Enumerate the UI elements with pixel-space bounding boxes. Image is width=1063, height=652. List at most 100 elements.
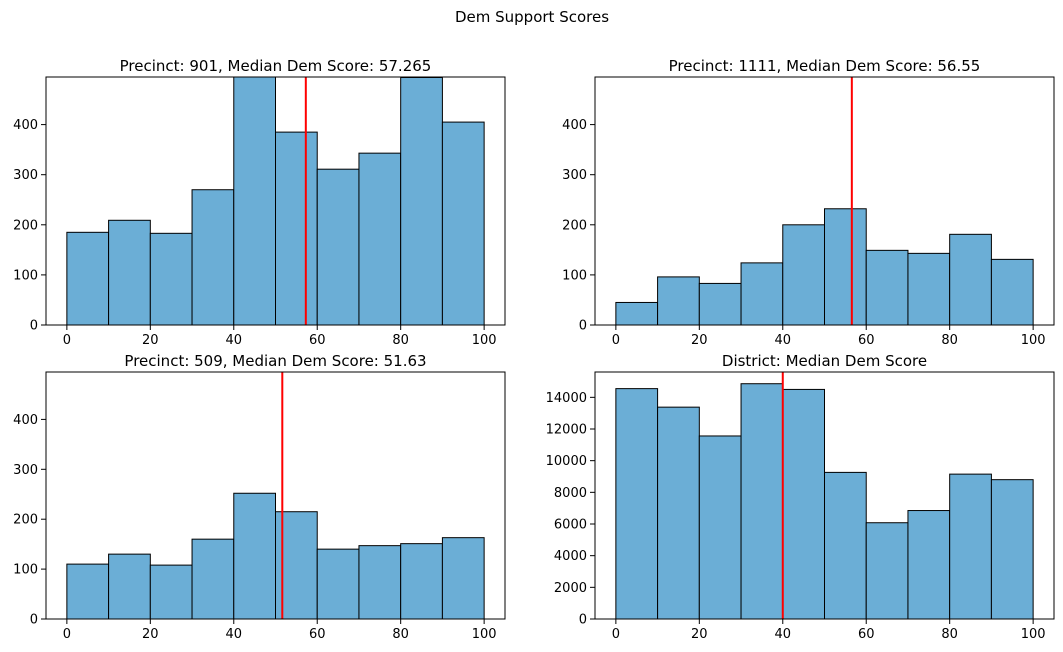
axes-frame xyxy=(594,371,1055,620)
histogram-bar xyxy=(824,471,867,619)
axes-frame xyxy=(594,76,1055,326)
subplot-3: 0 20 40 60 80 100 0 100 200 300 400 Precinct: 509, … xyxy=(13,352,506,642)
y-tick-label: 200 xyxy=(562,218,587,233)
histogram-bar xyxy=(108,219,151,325)
histogram-bar xyxy=(441,537,485,619)
histogram-bar xyxy=(191,189,235,325)
histogram-bar xyxy=(441,121,485,325)
x-tick-label: 100 xyxy=(1021,627,1046,642)
bars-group xyxy=(66,372,485,619)
x-tick-label: 60 xyxy=(858,333,875,348)
x-tick-label: 60 xyxy=(309,627,326,642)
bars-group xyxy=(66,77,485,325)
x-tick-label: 80 xyxy=(392,627,409,642)
x-tick-label: 0 xyxy=(612,627,620,642)
histogram-bar xyxy=(358,545,402,619)
y-tick-label: 100 xyxy=(13,563,38,578)
bars-group xyxy=(615,77,1034,325)
subplot-2: 0 20 40 60 80 100 0 100 200 300 400 Precinct: 1111,… xyxy=(562,57,1055,348)
subplot-4: 0 20 40 60 80 100 0 2000 4000 6000 8000 10000 12000 1… xyxy=(546,352,1055,642)
y-tick-label: 100 xyxy=(13,268,38,283)
histogram-bar xyxy=(66,231,110,325)
x-tick-label: 80 xyxy=(941,627,958,642)
histogram-bar xyxy=(990,258,1034,325)
x-tick-label: 60 xyxy=(858,627,875,642)
y-tick-label: 6000 xyxy=(554,518,587,533)
subplot-title: District: Median Dem Score xyxy=(722,352,927,370)
histogram-bar xyxy=(316,548,360,619)
x-tick-label: 20 xyxy=(142,333,159,348)
y-tick-label: 400 xyxy=(13,118,38,133)
y-tick-label: 0 xyxy=(30,613,38,628)
histogram-bar xyxy=(275,131,318,325)
histogram-bar xyxy=(990,479,1034,619)
y-tick-label: 0 xyxy=(579,319,587,334)
figure-title: Dem Support Scores xyxy=(455,8,609,26)
y-tick-label: 300 xyxy=(13,463,38,478)
subplot-title: Precinct: 1111, Median Dem Score: 56.55 xyxy=(669,57,981,75)
x-tick-label: 40 xyxy=(225,627,242,642)
histogram-bar xyxy=(400,77,443,325)
x-tick-label: 100 xyxy=(472,627,497,642)
subplot-title: Precinct: 901, Median Dem Score: 57.265 xyxy=(120,57,432,75)
subplot-title: Precinct: 509, Median Dem Score: 51.63 xyxy=(124,352,426,370)
x-tick-label: 0 xyxy=(612,333,620,348)
histogram-bar xyxy=(907,252,951,325)
x-tick-label: 20 xyxy=(142,627,159,642)
histogram-bar xyxy=(657,276,700,325)
histogram-bar xyxy=(615,301,659,325)
y-tick-label: 200 xyxy=(13,218,38,233)
histogram-bar xyxy=(657,406,700,619)
y-tick-label: 0 xyxy=(30,319,38,334)
x-tick-label: 0 xyxy=(63,627,71,642)
y-tick-label: 4000 xyxy=(554,549,587,564)
y-tick-label: 12000 xyxy=(546,423,587,438)
histogram-bar xyxy=(316,168,360,325)
histogram-bar xyxy=(233,77,276,325)
x-tick-label: 0 xyxy=(63,333,71,348)
axes-frame xyxy=(45,371,506,620)
x-tick-label: 20 xyxy=(691,627,708,642)
y-tick-label: 10000 xyxy=(546,454,587,469)
histogram-bar xyxy=(865,522,909,619)
histogram-bar xyxy=(191,538,235,619)
x-tick-label: 80 xyxy=(392,333,409,348)
histogram-bar xyxy=(740,262,784,325)
x-tick-label: 80 xyxy=(941,333,958,348)
y-tick-label: 0 xyxy=(579,613,587,628)
subplot-1: 0 20 40 60 80 100 0 100 200 300 400 Precinct: 901, … xyxy=(13,57,506,348)
histogram-bar xyxy=(865,249,909,325)
x-tick-label: 100 xyxy=(472,333,497,348)
histogram-bar xyxy=(949,473,992,619)
axes-frame xyxy=(45,76,506,326)
y-tick-label: 8000 xyxy=(554,486,587,501)
histogram-bar xyxy=(66,563,110,619)
histogram-bar xyxy=(740,383,784,619)
y-tick-label: 100 xyxy=(562,268,587,283)
y-tick-label: 200 xyxy=(13,513,38,528)
histogram-bar xyxy=(949,233,992,325)
histogram-bar xyxy=(149,564,193,619)
histogram-bar xyxy=(698,435,742,619)
histogram-bar xyxy=(615,388,659,619)
bars-group xyxy=(615,372,1034,619)
y-tick-label: 14000 xyxy=(546,391,587,406)
x-tick-label: 20 xyxy=(691,333,708,348)
histogram-bar xyxy=(907,510,951,619)
y-tick-label: 300 xyxy=(13,168,38,183)
histogram-bar xyxy=(698,282,742,325)
x-tick-label: 40 xyxy=(225,333,242,348)
histogram-bar xyxy=(108,553,151,619)
y-tick-label: 2000 xyxy=(554,581,587,596)
histogram-bar xyxy=(824,208,867,325)
x-tick-label: 100 xyxy=(1021,333,1046,348)
y-tick-label: 400 xyxy=(13,413,38,428)
histogram-bar xyxy=(782,224,825,325)
x-tick-label: 60 xyxy=(309,333,326,348)
x-tick-label: 40 xyxy=(774,627,791,642)
histogram-bar xyxy=(400,543,443,619)
histogram-bar xyxy=(233,492,276,619)
histogram-bar xyxy=(782,388,825,619)
histogram-bar xyxy=(149,232,193,325)
